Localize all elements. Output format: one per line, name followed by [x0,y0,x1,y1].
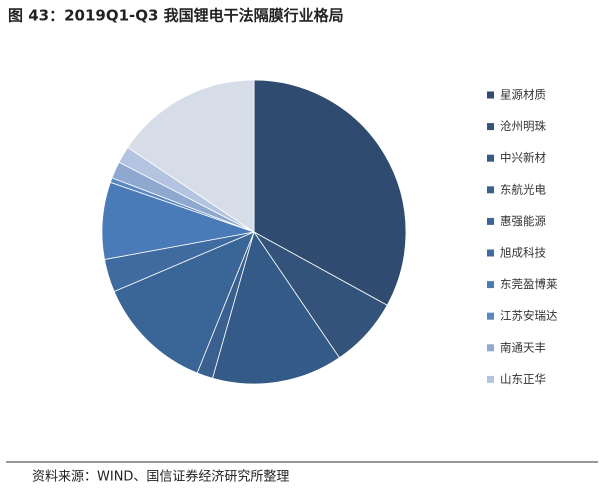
legend-marker [487,312,494,320]
legend-label: 山东正华 [500,372,546,386]
legend-label: 南通天丰 [500,340,546,354]
legend-marker [487,281,494,289]
legend-marker [487,249,494,257]
legend-label: 东莞盈博莱 [500,277,558,291]
chart-title: 图 43：2019Q1-Q3 我国锂电干法隔膜行业格局 [8,7,344,25]
legend-marker [487,123,494,131]
pie-slice [127,79,255,233]
legend-label: 星源材质 [500,88,546,102]
legend-label: 旭成科技 [500,246,546,260]
legend-label: 沧州明珠 [500,119,546,133]
legend-label: 惠强能源 [500,214,546,228]
legend-marker [487,344,494,352]
pie-slice [113,231,255,374]
legend-label: 江苏安瑞达 [500,309,558,323]
legend-marker [487,91,494,99]
legend-label: 中兴新材 [500,151,546,165]
pie-slice [212,231,340,385]
legend-marker [487,217,494,225]
legend-label: 东航光电 [500,182,546,196]
pie-slice [253,79,407,306]
legend-marker [487,154,494,162]
legend-marker [487,375,494,383]
source-note: 资料来源：WIND、国信证券经济研究所整理 [32,469,289,485]
legend-marker [487,186,494,194]
